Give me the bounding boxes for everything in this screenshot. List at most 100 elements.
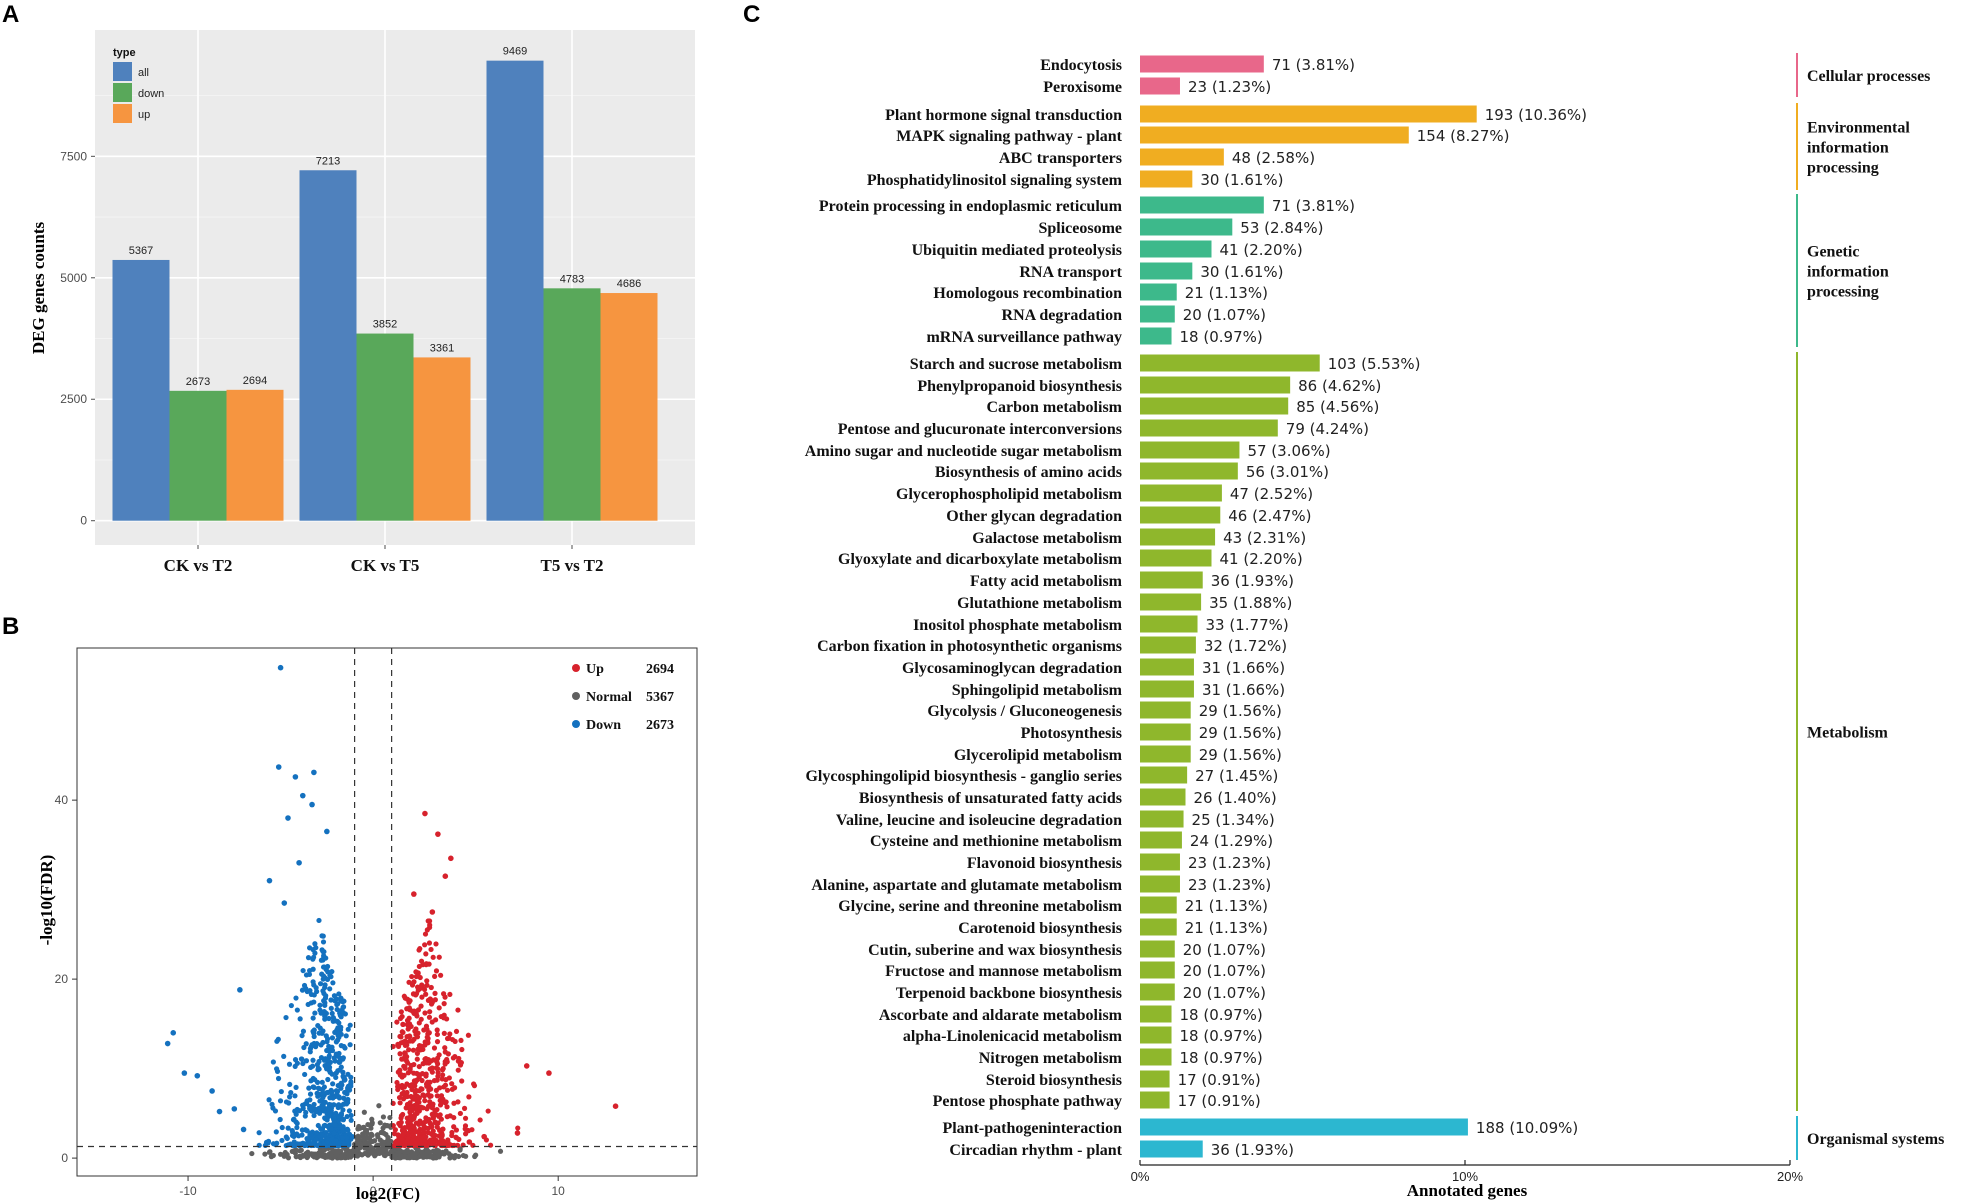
panel-b-point-up xyxy=(415,1071,421,1077)
panel-b-point-normal xyxy=(375,1134,381,1140)
panel-b-point-normal xyxy=(447,1155,453,1161)
panel-c-bar xyxy=(1140,262,1193,280)
panel-b-point-down xyxy=(320,939,327,945)
panel-b-point-up xyxy=(523,1063,530,1069)
panel-b-point-down xyxy=(285,1125,291,1131)
panel-b-point-down xyxy=(340,1009,346,1016)
panel-b-point-up xyxy=(439,1076,445,1082)
panel-b-point-normal xyxy=(368,1125,374,1131)
panel-b-point-down xyxy=(292,1093,298,1099)
panel-b-point-up xyxy=(455,1007,461,1013)
panel-b-point-normal xyxy=(334,1149,340,1155)
panel-c-bar-value: 41 (2.20%) xyxy=(1220,550,1303,568)
panel-b-point-up xyxy=(430,1128,436,1134)
panel-b-point-down xyxy=(319,1132,325,1138)
panel-b-point-down xyxy=(329,1071,335,1077)
panel-b-xtick-label: 0 xyxy=(370,1184,377,1198)
panel-b-point-up xyxy=(399,1113,405,1119)
panel-b-point-down xyxy=(341,1043,347,1050)
panel-b-point-up xyxy=(433,968,440,974)
panel-b-point-normal xyxy=(375,1147,381,1153)
panel-b-point-up xyxy=(432,1142,438,1149)
panel-c-xtick-label: 20% xyxy=(1777,1169,1803,1184)
panel-a-bar-value: 9469 xyxy=(503,46,527,58)
panel-b-point-down xyxy=(322,982,328,988)
panel-c-bar xyxy=(1140,376,1291,394)
panel-c-bar-value: 85 (4.56%) xyxy=(1296,398,1379,416)
panel-a-bar-all xyxy=(299,170,357,521)
panel-c-row-label: Alanine, aspartate and glutamate metabol… xyxy=(811,877,1122,894)
panel-b-point-up xyxy=(430,1115,436,1121)
panel-c-bar-value: 35 (1.88%) xyxy=(1209,594,1292,612)
panel-c-bar-value: 18 (0.97%) xyxy=(1180,1027,1263,1045)
panel-b-point-down xyxy=(330,980,336,986)
panel-b-point-normal xyxy=(354,1153,361,1159)
panel-c-bar-value: 193 (10.36%) xyxy=(1485,106,1587,124)
panel-b-point-down xyxy=(274,1140,280,1146)
panel-b-point-up xyxy=(432,973,438,980)
panel-b-point-up xyxy=(448,855,454,862)
panel-b-point-normal xyxy=(361,1109,367,1115)
panel-b-point-up xyxy=(461,1105,468,1111)
panel-b-point-down xyxy=(323,993,329,999)
panel-c-row-label: Glyoxylate and dicarboxylate metabolism xyxy=(838,551,1123,568)
panel-b-point-up xyxy=(451,1100,457,1106)
panel-b-point-down xyxy=(340,1101,347,1107)
panel-b-point-down xyxy=(343,1033,349,1039)
panel-c-row-label: Photosynthesis xyxy=(1021,725,1122,742)
panel-c-row-label: Protein processing in endoplasmic reticu… xyxy=(819,198,1123,215)
panel-c: Endocytosis 71 (3.81%) Peroxisome 23 (1.23%… xyxy=(805,53,1944,1200)
panel-b-point-down xyxy=(301,982,308,989)
panel-b-point-up xyxy=(463,1131,469,1137)
panel-a-bar-all xyxy=(112,259,170,521)
panel-c-row-label: Homologous recombination xyxy=(933,285,1122,302)
panel-b-point-down xyxy=(331,1055,337,1061)
panel-b-point-down xyxy=(300,1060,306,1067)
panel-a-bar-up xyxy=(600,293,658,521)
panel-c-bar-value: 23 (1.23%) xyxy=(1188,876,1271,894)
panel-b-point-down xyxy=(326,1053,332,1059)
panel-c-bar xyxy=(1140,853,1180,871)
panel-b-point-down xyxy=(297,1016,303,1022)
panel-b-point-up xyxy=(546,1070,552,1076)
panel-b-point-down xyxy=(283,1099,290,1105)
panel-c-bar xyxy=(1140,1140,1203,1158)
panel-b-point-down xyxy=(324,976,331,983)
panel-b-point-up xyxy=(434,1027,440,1033)
panel-b-point-up xyxy=(412,1111,418,1118)
panel-b-point-up xyxy=(445,1051,451,1057)
panel-b-point-up xyxy=(434,1107,440,1113)
panel-b-point-down xyxy=(256,1142,262,1148)
panel-c-bar xyxy=(1140,419,1278,437)
panel-b-point-up xyxy=(394,1019,400,1025)
panel-c-bar-value: 29 (1.56%) xyxy=(1199,724,1282,742)
panel-b-point-up xyxy=(423,1073,429,1079)
panel-b-point-up xyxy=(400,1132,406,1138)
panel-b-point-down xyxy=(327,986,333,992)
panel-a-bar-value: 2694 xyxy=(243,375,267,387)
panel-b-point-up xyxy=(453,1135,460,1141)
panel-b-point-down xyxy=(326,1111,333,1117)
panel-b-point-down xyxy=(306,971,313,978)
panel-b-point-up xyxy=(424,982,430,988)
panel-c-row-label: Galactose metabolism xyxy=(972,530,1122,547)
panel-b-xtick-label: 10 xyxy=(552,1184,566,1198)
panel-b-point-up xyxy=(412,1028,418,1034)
panel-b-point-up xyxy=(395,1137,401,1143)
panel-b-point-up xyxy=(421,1093,427,1099)
panel-c-row-label: Biosynthesis of amino acids xyxy=(935,464,1122,481)
panel-b-point-normal xyxy=(412,1154,418,1160)
panel-b-legend-marker-normal xyxy=(572,692,580,700)
panel-b-point-down xyxy=(312,941,318,947)
panel-c-group-label: Metabolism xyxy=(1807,725,1889,742)
panel-b-point-down xyxy=(294,1120,300,1126)
panel-b-point-down xyxy=(329,1035,336,1041)
panel-b-point-down xyxy=(310,1057,316,1063)
panel-b-point-up xyxy=(401,993,407,999)
panel-c-bar xyxy=(1140,105,1477,123)
panel-c-bar-value: 103 (5.53%) xyxy=(1328,355,1421,373)
panel-b-point-normal xyxy=(267,1149,273,1155)
panel-b-point-normal xyxy=(297,1154,304,1161)
panel-b-point-down xyxy=(265,1138,272,1144)
panel-c-row-label: Inositol phosphate metabolism xyxy=(913,617,1123,634)
